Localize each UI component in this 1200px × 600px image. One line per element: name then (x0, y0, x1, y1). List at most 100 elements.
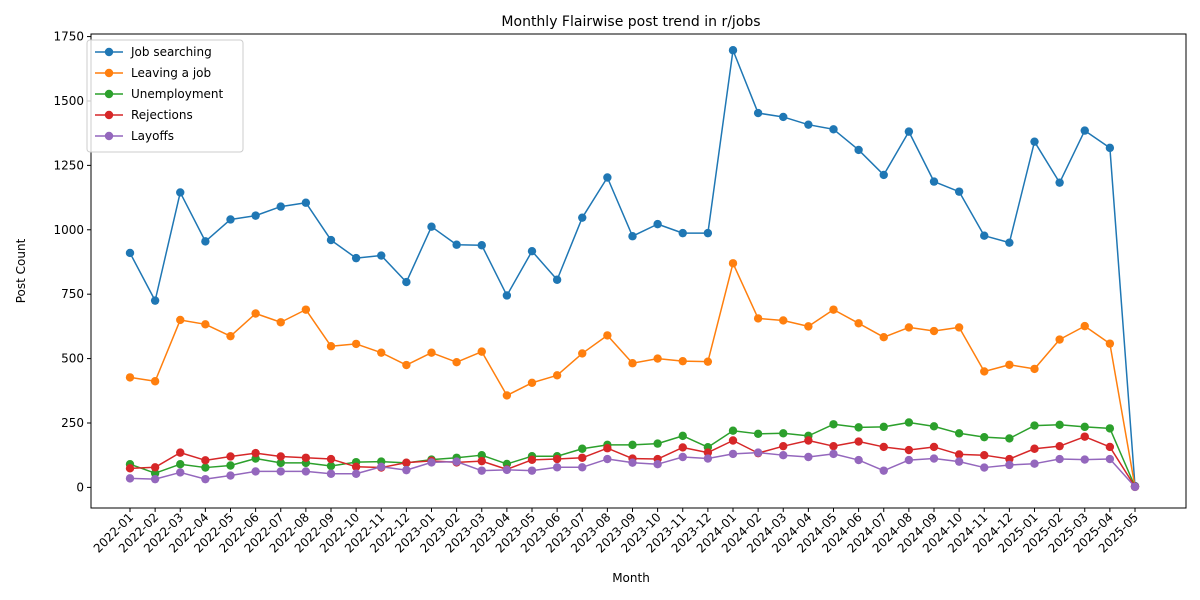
data-point (603, 444, 612, 453)
data-point (527, 378, 537, 388)
data-point (502, 291, 512, 300)
data-point (779, 112, 788, 122)
data-point (226, 461, 235, 470)
data-point (653, 354, 662, 363)
data-point (753, 108, 763, 118)
series-line (129, 49, 1136, 487)
data-point (1030, 444, 1039, 453)
data-point (276, 202, 285, 211)
data-point (728, 436, 738, 445)
data-point (527, 455, 537, 465)
data-point (527, 246, 537, 256)
legend-box (86, 39, 244, 153)
data-point (201, 320, 210, 329)
data-point (904, 455, 914, 465)
data-point (854, 423, 863, 432)
data-point (226, 452, 235, 461)
data-point (628, 458, 637, 467)
data-point (1055, 420, 1064, 429)
data-point (402, 465, 411, 475)
data-point (703, 228, 713, 238)
y-axis: 0 250 500 750 1000 1250 1500 1750 (53, 30, 91, 494)
data-point (628, 232, 637, 241)
data-point (578, 213, 587, 222)
data-point (226, 471, 235, 480)
data-point (527, 466, 537, 475)
data-point (125, 474, 135, 483)
legend-marker (104, 110, 114, 120)
data-point (904, 418, 914, 427)
data-point (879, 466, 888, 475)
data-point (879, 333, 888, 342)
data-point (1030, 459, 1039, 468)
data-point (552, 454, 562, 464)
data-point (804, 436, 813, 445)
data-point (879, 442, 888, 452)
data-point (150, 377, 160, 386)
data-point (980, 450, 989, 460)
data-point (351, 462, 361, 471)
data-point (377, 462, 386, 471)
data-point (653, 460, 662, 469)
data-point (452, 357, 461, 367)
data-point (779, 429, 788, 438)
data-point (477, 450, 486, 460)
data-point (954, 429, 964, 438)
data-point (703, 448, 713, 457)
data-point (477, 241, 486, 250)
series-leaving-a-job (125, 259, 1140, 492)
data-point (276, 467, 285, 476)
y-tick-label: 1500 (53, 94, 84, 108)
series-layer (125, 46, 1140, 492)
x-axis: 2022-012022-022022-032022-042022-052022-… (91, 508, 1141, 556)
legend-label: Rejections (131, 108, 193, 122)
data-point (326, 342, 336, 351)
data-point (929, 326, 939, 336)
data-point (301, 198, 311, 207)
data-point (1005, 360, 1014, 369)
legend-label: Layoffs (131, 129, 174, 143)
data-point (1080, 455, 1089, 464)
data-point (980, 432, 989, 442)
data-point (1105, 339, 1115, 348)
chart-title: Monthly Flairwise post trend in r/jobs (501, 14, 760, 30)
data-point (1005, 460, 1014, 470)
data-point (326, 454, 336, 464)
data-point (804, 322, 813, 331)
data-point (904, 323, 914, 332)
y-tick-label: 250 (61, 416, 84, 430)
data-point (653, 219, 662, 229)
data-point (1105, 424, 1115, 433)
data-point (980, 367, 989, 376)
data-point (1130, 482, 1140, 492)
data-point (728, 426, 738, 435)
data-point (678, 443, 687, 452)
data-point (477, 456, 486, 466)
data-point (1030, 137, 1039, 146)
y-tick-label: 1750 (53, 30, 84, 44)
data-point (251, 309, 260, 318)
data-point (226, 331, 235, 341)
data-point (427, 458, 436, 467)
data-point (829, 441, 838, 451)
data-point (201, 237, 210, 246)
data-point (829, 125, 838, 134)
data-point (578, 444, 587, 453)
data-point (402, 360, 411, 370)
data-point (678, 431, 687, 441)
data-point (150, 296, 160, 305)
data-point (276, 452, 285, 461)
data-point (954, 187, 964, 196)
data-point (1080, 126, 1089, 135)
data-point (929, 454, 939, 463)
data-point (1055, 441, 1064, 451)
data-point (377, 251, 386, 260)
data-point (603, 331, 612, 340)
data-point (578, 453, 587, 462)
data-point (452, 457, 461, 466)
data-point (351, 469, 361, 478)
data-point (502, 465, 512, 475)
data-point (904, 127, 914, 136)
data-point (954, 457, 964, 466)
data-point (728, 449, 738, 459)
